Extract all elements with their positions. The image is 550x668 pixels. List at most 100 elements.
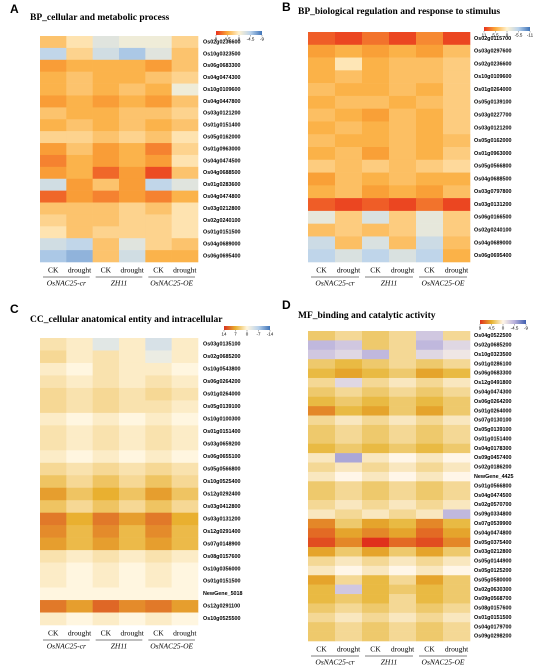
heatmap-cell	[171, 202, 199, 215]
heatmap-cell	[416, 349, 444, 360]
gene-label: Os03g0131200	[474, 202, 511, 208]
heatmap-cell	[362, 236, 390, 250]
heatmap-cell	[40, 131, 67, 144]
heatmap-cell	[389, 236, 417, 250]
heatmap-cell	[389, 359, 417, 369]
heatmap-cell	[145, 575, 172, 588]
gene-label: NewGene_5018	[203, 591, 243, 597]
heatmap-cell	[171, 462, 199, 476]
heatmap-cell	[416, 424, 444, 435]
gene-label: Os06g0264200	[474, 399, 511, 405]
heatmap-cell	[119, 362, 146, 376]
heatmap-cell	[335, 349, 363, 360]
heatmap-cell	[66, 71, 93, 84]
heatmap-cell	[362, 547, 390, 557]
heatmap-cell	[389, 612, 417, 623]
gene-label: Os09g0568700	[474, 596, 511, 602]
heatmap-cell	[66, 119, 93, 132]
heatmap-cell	[335, 159, 363, 173]
heatmap-cell	[443, 210, 471, 224]
heatmap-cell	[66, 425, 93, 439]
heatmap-cell	[362, 147, 390, 161]
heatmap-cell	[171, 450, 199, 464]
heatmap-cell	[362, 518, 390, 529]
gene-label: Os01g0151400	[474, 436, 511, 442]
heatmap-cell	[66, 487, 93, 501]
heatmap-cell	[362, 210, 390, 224]
heatmap-cell	[362, 159, 390, 173]
heatmap-cell	[416, 490, 444, 501]
heatmap-cell	[92, 450, 120, 464]
heatmap-cell	[171, 537, 199, 551]
heatmap-cell	[66, 512, 93, 526]
heatmap-cell	[389, 518, 417, 529]
heatmap-cell	[145, 154, 172, 168]
heatmap-cell	[335, 406, 363, 416]
column-label: drought	[173, 629, 197, 638]
heatmap-cell	[145, 475, 172, 489]
heatmap-cell	[362, 575, 390, 585]
heatmap-cell	[66, 550, 93, 563]
heatmap-cell	[389, 594, 417, 604]
heatmap-cell	[416, 249, 444, 263]
heatmap-cell	[389, 603, 417, 614]
heatmap-cell	[145, 36, 172, 49]
column-label: CK	[101, 266, 112, 275]
group-label: OsNAC25-OE	[150, 642, 193, 651]
gene-label: Os12g0291100	[203, 604, 240, 610]
heatmap-cell	[40, 47, 67, 61]
heatmap-cell	[443, 83, 471, 97]
heatmap-cell	[443, 481, 471, 491]
heatmap-cell	[171, 119, 199, 132]
heatmap-cell	[443, 121, 471, 135]
heatmap-cell	[40, 400, 67, 414]
heatmap-cell	[92, 387, 120, 401]
panel-letter: D	[282, 298, 291, 312]
heatmap-cell	[362, 185, 390, 199]
heatmap-cell	[119, 587, 146, 601]
heatmap-cell	[362, 406, 390, 416]
heatmap-cell	[443, 490, 471, 501]
heatmap-cell	[171, 131, 199, 144]
gene-label: Os06g0695400	[474, 253, 511, 259]
heatmap-cell	[171, 375, 199, 389]
heatmap-cell	[66, 437, 93, 451]
gene-label: Os09g0457400	[474, 455, 511, 461]
heatmap-cell	[362, 565, 390, 576]
group-label: OsNAC25-cr	[315, 279, 354, 288]
heatmap-cell	[416, 359, 444, 369]
heatmap-cell	[389, 83, 417, 97]
heatmap-cell	[66, 412, 93, 426]
color-scale	[480, 320, 526, 324]
heatmap-cell	[335, 462, 363, 473]
heatmap-cell	[40, 537, 67, 551]
gene-label: Os04g0474300	[474, 389, 511, 395]
gene-label: Os06g0695400	[203, 253, 240, 259]
scale-tick-label: -5.5	[515, 33, 523, 38]
heatmap-cell	[171, 550, 199, 563]
gene-label: Os01g0963000	[203, 146, 240, 152]
heatmap-cell	[66, 131, 93, 144]
gene-label: NewGene_4425	[474, 474, 514, 480]
heatmap-cell	[308, 518, 336, 529]
heatmap-cell	[40, 412, 67, 426]
heatmap-cell	[145, 119, 172, 132]
heatmap-cell	[389, 331, 417, 341]
heatmap-cell	[145, 250, 172, 263]
heatmap-cell	[145, 143, 172, 156]
heatmap-cell	[119, 214, 146, 227]
heatmap-cell	[66, 95, 93, 108]
heatmap-cell	[335, 223, 363, 237]
heatmap-cell	[66, 600, 93, 613]
heatmap-cell	[335, 471, 363, 482]
group-label: ZH11	[381, 658, 398, 667]
heatmap-cell	[119, 537, 146, 551]
heatmap-cell	[335, 453, 363, 463]
heatmap-cell	[171, 412, 199, 426]
heatmap-cell	[145, 462, 172, 476]
heatmap-cell	[308, 537, 336, 548]
heatmap-cell	[335, 612, 363, 623]
heatmap-cell	[335, 249, 363, 263]
heatmap-cell	[443, 547, 471, 557]
